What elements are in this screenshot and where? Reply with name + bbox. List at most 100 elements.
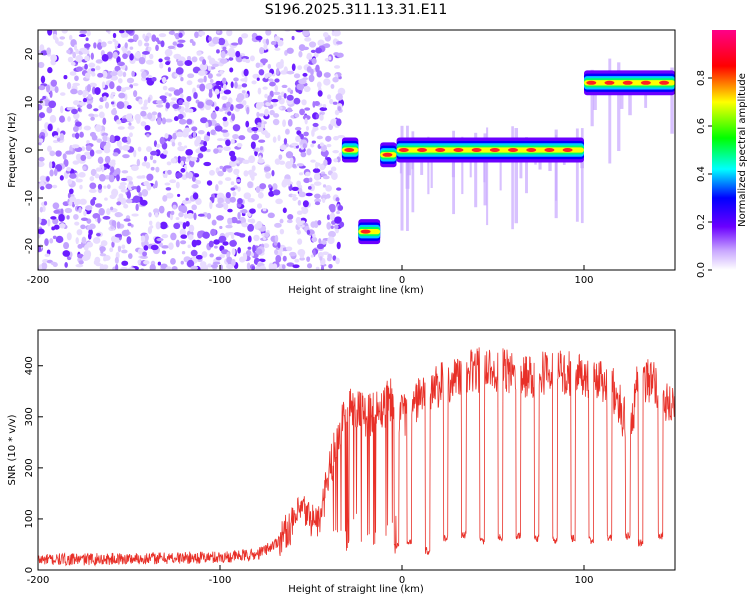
noise-speckle [59, 222, 66, 229]
noise-speckle [178, 205, 184, 212]
noise-speckle [222, 241, 229, 246]
noise-speckle [200, 117, 208, 124]
noise-speckle [237, 197, 243, 205]
noise-speckle [327, 94, 332, 100]
noise-speckle [50, 216, 57, 220]
colorbar-tick-label: 0.0 [696, 262, 707, 278]
noise-speckle [144, 124, 151, 131]
noise-speckle [308, 177, 313, 183]
noise-speckle [89, 176, 95, 182]
noise-speckle [210, 264, 219, 269]
noise-speckle [82, 97, 88, 103]
noise-speckle [66, 215, 70, 220]
noise-speckle [165, 118, 173, 123]
noise-speckle [77, 253, 84, 259]
noise-speckle [255, 186, 261, 193]
noise-speckle [101, 81, 106, 89]
noise-speckle [157, 40, 161, 45]
noise-speckle [286, 262, 295, 267]
noise-speckle [235, 103, 244, 109]
noise-speckle [81, 255, 90, 261]
noise-speckle [274, 222, 282, 228]
noise-speckle [230, 233, 235, 240]
noise-speckle [210, 112, 217, 120]
noise-speckle [214, 125, 223, 132]
noise-speckle [127, 38, 135, 43]
noise-speckle [155, 221, 161, 230]
noise-speckle [296, 83, 305, 91]
noise-speckle [227, 111, 232, 116]
spectrogram-y-tick-label: 10 [24, 96, 35, 109]
noise-speckle [157, 261, 162, 266]
noise-speckle [133, 90, 138, 98]
noise-speckle [74, 221, 80, 226]
noise-speckle [272, 183, 278, 191]
noise-speckle [131, 70, 135, 77]
noise-speckle [334, 216, 342, 224]
spectral-peak [586, 80, 597, 85]
noise-speckle [208, 36, 212, 42]
noise-speckle [126, 136, 131, 142]
noise-speckle [206, 180, 213, 186]
noise-speckle [82, 166, 87, 171]
snr-x-tick-label: -200 [27, 575, 50, 586]
noise-speckle [207, 65, 212, 71]
noise-speckle [185, 220, 190, 227]
noise-speckle [67, 116, 71, 122]
noise-speckle [283, 138, 288, 145]
noise-speckle [141, 188, 149, 197]
noise-speckle [306, 148, 312, 156]
noise-speckle [294, 126, 302, 131]
noise-speckle [279, 160, 286, 165]
noise-speckle [225, 139, 231, 147]
noise-speckle [48, 161, 53, 169]
noise-speckle [69, 173, 77, 179]
noise-speckle [175, 216, 180, 221]
noise-speckle [252, 244, 256, 253]
noise-speckle [86, 140, 90, 144]
noise-speckle [47, 67, 53, 74]
noise-speckle [148, 46, 152, 51]
noise-speckle [146, 173, 154, 181]
harmonic-streak [411, 131, 415, 213]
noise-speckle [109, 194, 117, 200]
noise-speckle [336, 41, 343, 45]
noise-speckle [148, 220, 153, 226]
noise-speckle [110, 206, 114, 211]
noise-speckle [75, 121, 82, 127]
noise-speckle [207, 73, 213, 79]
noise-speckle [94, 173, 100, 179]
noise-speckle [69, 71, 77, 76]
noise-speckle [186, 80, 193, 86]
noise-speckle [178, 32, 183, 38]
noise-speckle [57, 41, 64, 47]
noise-speckle [89, 149, 95, 157]
noise-speckle [60, 92, 66, 96]
noise-speckle [186, 259, 195, 268]
noise-speckle [313, 220, 319, 228]
noise-speckle [90, 168, 97, 177]
noise-speckle [38, 104, 43, 111]
noise-speckle [230, 104, 234, 112]
noise-speckle [38, 85, 46, 91]
snr-x-tick-label: -100 [209, 575, 232, 586]
noise-speckle [109, 81, 115, 90]
noise-speckle [191, 126, 198, 132]
noise-speckle [105, 30, 110, 33]
noise-speckle [311, 140, 316, 144]
noise-speckle [49, 90, 53, 98]
noise-speckle [312, 122, 319, 128]
noise-speckle [164, 48, 173, 57]
noise-speckle [186, 212, 195, 219]
noise-speckle [156, 238, 164, 242]
noise-speckle [101, 70, 108, 79]
noise-speckle [334, 109, 340, 116]
noise-speckle [262, 243, 270, 249]
snr-y-label: SNR (10 * v/v) [7, 414, 18, 485]
noise-speckle [148, 212, 152, 218]
noise-speckle [299, 251, 305, 259]
noise-speckle [210, 228, 217, 236]
noise-speckle [297, 200, 302, 206]
noise-speckle [221, 95, 228, 101]
noise-speckle [273, 91, 281, 96]
